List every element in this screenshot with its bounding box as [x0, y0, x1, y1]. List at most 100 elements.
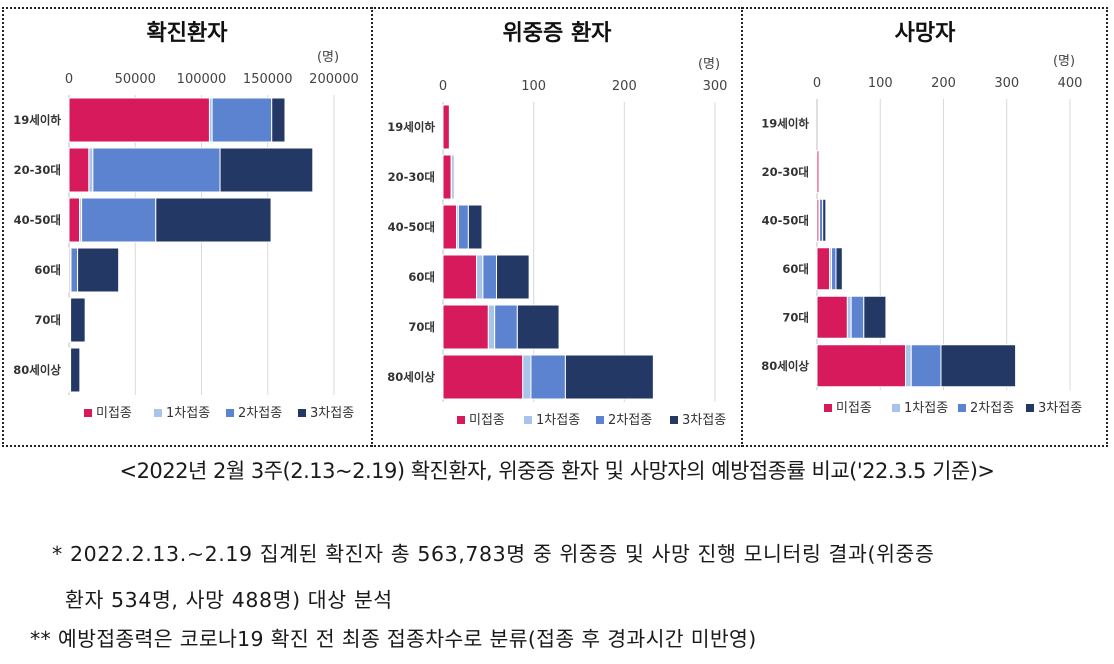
bar-segment: [271, 97, 286, 143]
legend-swatch: [84, 409, 92, 417]
legend-label: 3차접종: [1038, 401, 1082, 416]
category-label: 20-30대: [14, 163, 61, 177]
chart-title: 확진환자: [146, 21, 228, 46]
legend-label: 2차접종: [608, 413, 652, 428]
unit-label: (명): [698, 57, 720, 72]
bar-segment: [495, 254, 530, 300]
bar-segment: [81, 197, 157, 243]
legend-swatch: [958, 404, 966, 412]
panel-severe: 위중증 환자 0 100 200 300 (명) 19세이하 20-30대 40-50대 60대…: [374, 9, 740, 445]
chart-confirmed: 0 50000 100000 150000 200000 (명) 19세이하 20-30대 40…: [13, 50, 359, 421]
bar-segment: [482, 254, 497, 300]
legend-swatch: [154, 409, 162, 417]
bar-segment: [442, 304, 489, 350]
bar-segment: [476, 254, 484, 300]
panel-divider: [741, 7, 743, 447]
legend-label: 1차접종: [904, 401, 948, 416]
legend-swatch: [457, 416, 465, 424]
bar-segment: [816, 150, 820, 194]
category-label: 40-50대: [762, 213, 809, 227]
bar-segment: [831, 247, 837, 291]
legend-swatch: [892, 404, 900, 412]
bar-segment: [816, 344, 907, 388]
unit-label: (명): [1053, 54, 1075, 69]
legend-label: 3차접종: [310, 406, 354, 421]
bar-segment: [816, 247, 831, 291]
legend-label: 1차접종: [536, 413, 580, 428]
footnote: ** 예방접종력은 코로나19 확진 전 최종 접종차수로 분류(접종 후 경과…: [30, 627, 757, 651]
bar-segment: [68, 197, 81, 243]
x-tick-label: 0: [65, 72, 73, 87]
chart-deaths: 0 100 200 300 400 (명) 19세이하 20-30대 40-50대 60대 70대 8…: [761, 54, 1083, 416]
bar-segment: [530, 354, 566, 400]
charts-frame: [2, 7, 1108, 447]
bar-segment: [940, 344, 1017, 388]
legend-swatch: [1026, 404, 1034, 412]
x-tick-label: 50000: [115, 72, 156, 87]
legend-swatch: [298, 409, 306, 417]
legend-label: 2차접종: [970, 401, 1014, 416]
category-label: 80세이상: [387, 370, 435, 384]
bar-segment: [442, 104, 450, 150]
legend-label: 2차접종: [238, 406, 282, 421]
category-label: 60대: [34, 263, 61, 277]
x-tick-label: 150000: [243, 72, 293, 87]
bar-segment: [816, 295, 848, 339]
legend-swatch: [824, 404, 832, 412]
bar-segment: [846, 295, 852, 339]
category-label: 80세이상: [761, 359, 809, 373]
legend-swatch: [524, 416, 532, 424]
bar-segment: [467, 204, 483, 250]
x-tick-label: 0: [813, 76, 821, 91]
bar-segment: [822, 198, 827, 242]
legend-swatch: [596, 416, 604, 424]
category-label: 60대: [408, 270, 435, 284]
bar-segment: [88, 147, 94, 193]
category-label: 20-30대: [388, 170, 435, 184]
bar-segment: [905, 344, 912, 388]
legend-label: 미접종: [96, 406, 132, 421]
bar-segment: [442, 154, 452, 200]
bar-segment: [68, 97, 210, 143]
category-label: 70대: [782, 310, 809, 324]
bar-segment: [219, 147, 314, 193]
panel-confirmed: 확진환자 0 50000 100000 150000 200000 (명) 19세이하 20-…: [4, 9, 370, 445]
x-tick-label: 300: [703, 79, 728, 94]
legend-label: 미접종: [469, 413, 505, 428]
legend-swatch: [670, 416, 678, 424]
bar-segment: [487, 304, 496, 350]
figure-caption: <2022년 2월 3주(2.13~2.19) 확진환자, 위중증 환자 및 사…: [119, 459, 995, 483]
x-tick-label: 400: [1058, 76, 1083, 91]
bar-segment: [910, 344, 942, 388]
bar-segment: [494, 304, 518, 350]
bar-segment: [70, 347, 81, 393]
x-tick-label: 200000: [309, 72, 359, 87]
bar-segment: [457, 204, 469, 250]
x-tick-label: 200: [931, 76, 956, 91]
x-tick-label: 200: [612, 79, 637, 94]
x-tick-label: 0: [439, 79, 447, 94]
legend-label: 1차접종: [166, 406, 210, 421]
bar-segment: [155, 197, 272, 243]
x-tick-label: 100: [521, 79, 546, 94]
bar-segment: [564, 354, 654, 400]
chart-title: 위중증 환자: [502, 21, 612, 46]
bar-segment: [442, 254, 478, 300]
bar-segment: [70, 297, 86, 343]
category-label: 19세이하: [387, 120, 435, 134]
bar-segment: [863, 295, 887, 339]
category-label: 20-30대: [762, 165, 809, 179]
legend-swatch: [226, 409, 234, 417]
category-label: 40-50대: [388, 220, 435, 234]
bar-segment: [516, 304, 560, 350]
bar-segment: [70, 247, 79, 293]
bar-segment: [835, 247, 843, 291]
panel-deaths: 사망자 0 100 200 300 400 (명) 19세이하 20-30대 40-50대 60대…: [744, 9, 1106, 445]
bar-segment: [68, 147, 90, 193]
panel-divider: [371, 7, 373, 447]
bar-segment: [442, 354, 524, 400]
x-tick-label: 300: [994, 76, 1019, 91]
category-label: 70대: [34, 313, 61, 327]
category-label: 19세이하: [13, 113, 61, 127]
chart-severe: 0 100 200 300 (명) 19세이하 20-30대 40-50대 60대 70대 80세이…: [387, 57, 728, 428]
